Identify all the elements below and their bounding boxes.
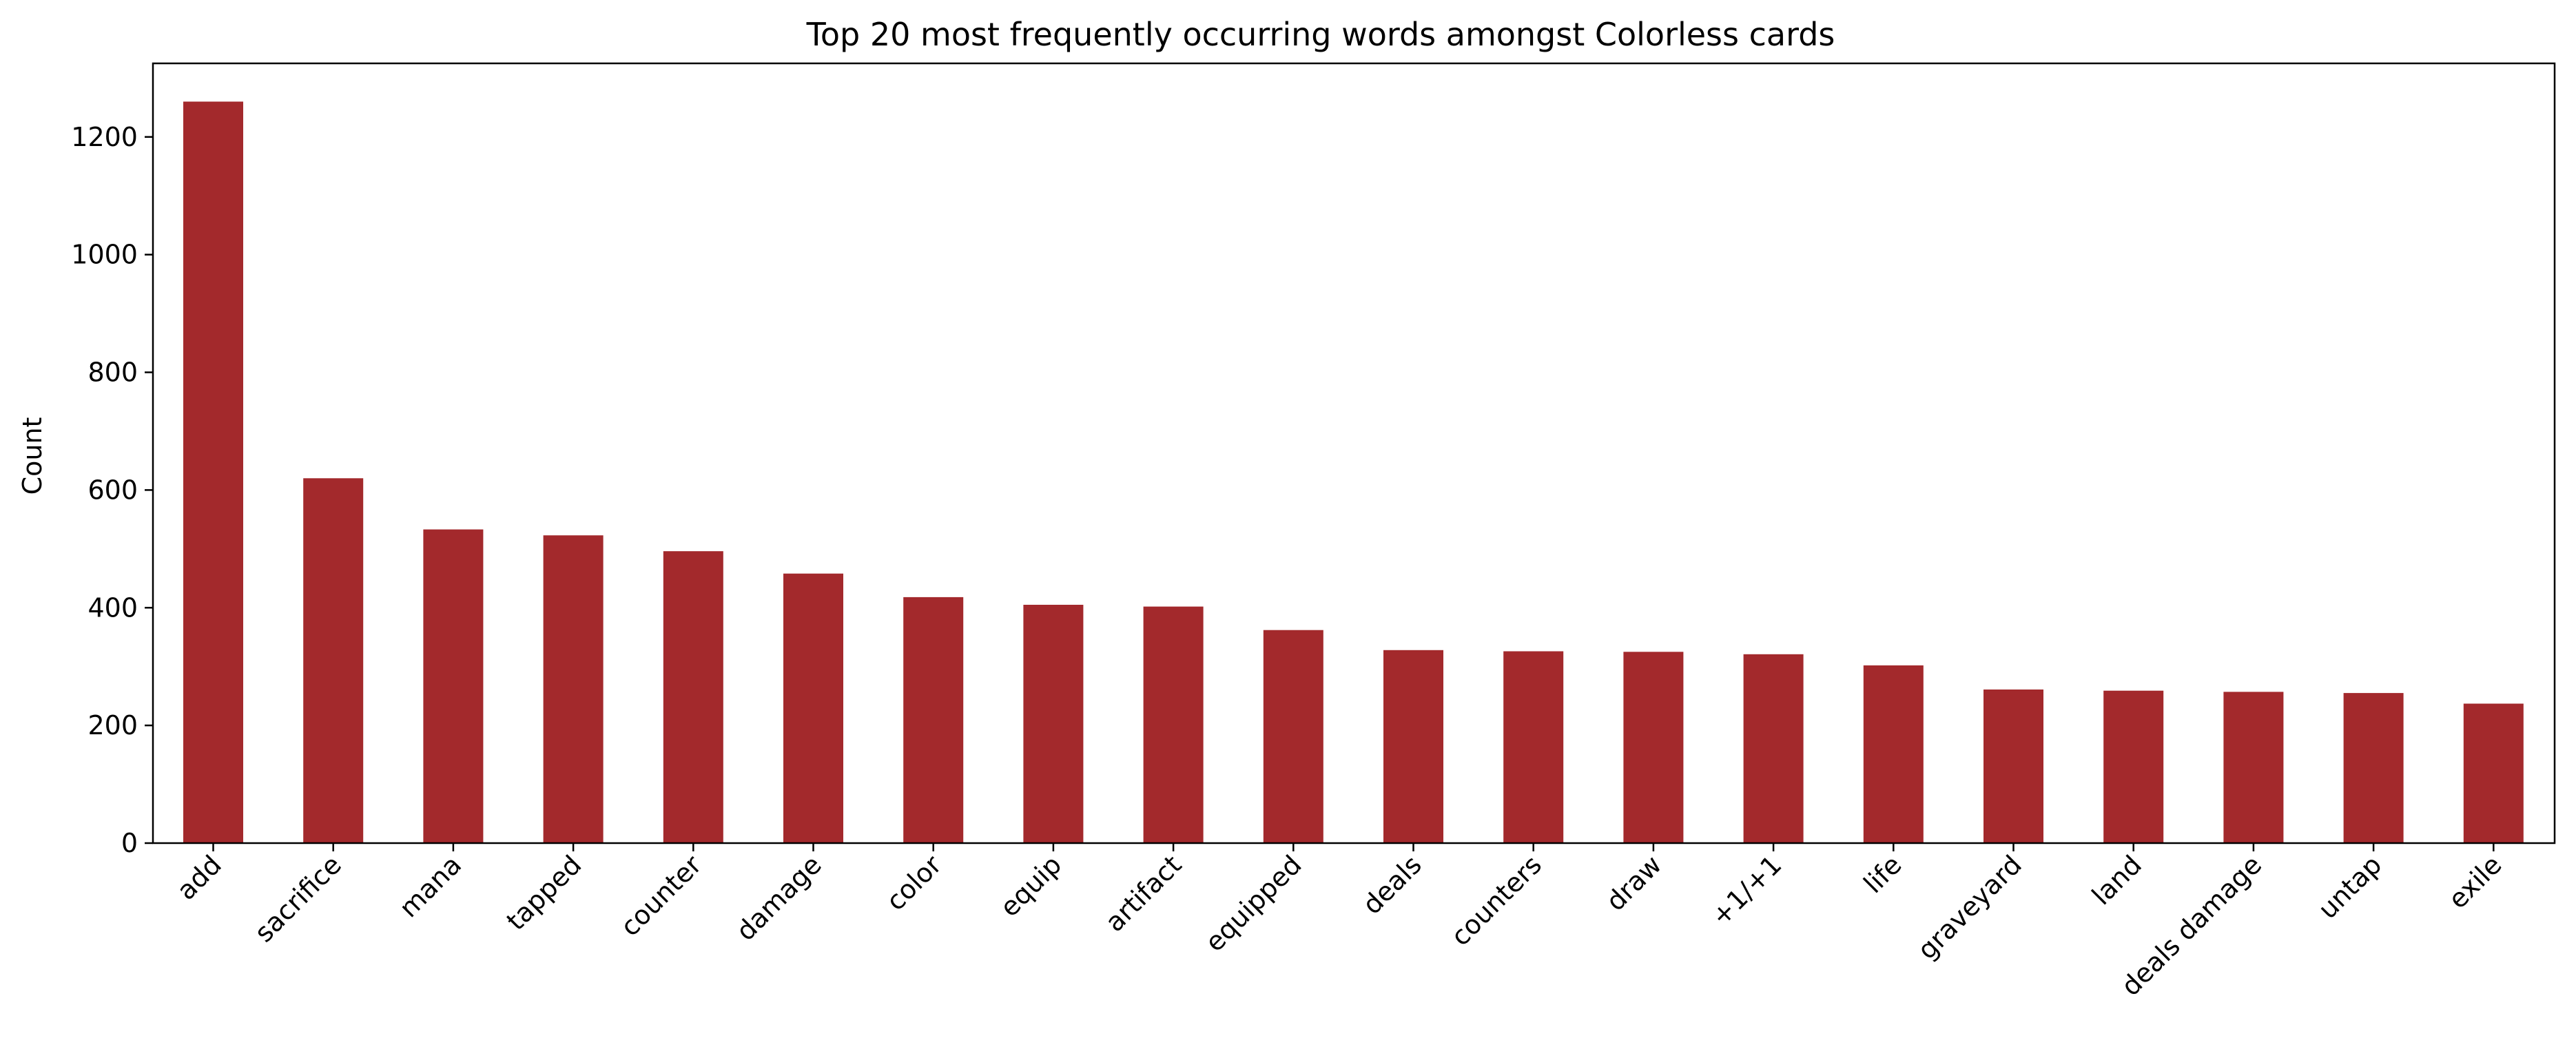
x-tick-label-7: equip: [994, 849, 1067, 922]
bar-11: [1503, 651, 1564, 843]
y-tick-label-5: 1000: [71, 240, 138, 270]
x-tick-label-6: color: [880, 849, 948, 917]
bar-0: [183, 101, 243, 843]
bar-4: [663, 551, 723, 843]
y-tick-label-3: 600: [87, 475, 138, 505]
x-tick-label-11: counters: [1445, 849, 1548, 952]
y-tick-label-1: 200: [87, 710, 138, 740]
x-tick-label-8: artifact: [1100, 849, 1188, 937]
bar-1: [303, 478, 364, 843]
x-tick-label-18: untap: [2312, 849, 2387, 924]
bar-17: [2223, 692, 2284, 843]
bar-19: [2463, 703, 2524, 843]
x-tick-label-16: land: [2086, 849, 2147, 911]
bar-18: [2343, 693, 2404, 843]
x-tick-label-9: equipped: [1199, 849, 1308, 957]
x-tick-label-12: draw: [1600, 849, 1668, 917]
x-tick-label-1: sacrifice: [249, 849, 347, 948]
bar-14: [1863, 665, 1924, 843]
bar-12: [1623, 652, 1684, 843]
bar-10: [1383, 650, 1443, 843]
x-tick-label-10: deals: [1357, 849, 1428, 920]
bar-9: [1263, 630, 1323, 843]
bar-8: [1143, 606, 1204, 843]
y-tick-label-4: 800: [87, 357, 138, 388]
bar-16: [2103, 690, 2164, 843]
x-tick-label-5: damage: [730, 849, 827, 946]
x-axis-ticks: add sacrifice mana tapped counter damage color…: [171, 843, 2508, 1002]
x-tick-label-4: counter: [615, 849, 708, 942]
x-tick-label-0: add: [171, 849, 227, 906]
bar-3: [543, 535, 604, 843]
y-axis-label: Count: [17, 417, 48, 495]
x-tick-label-2: mana: [393, 849, 467, 923]
bar-15: [1983, 690, 2043, 843]
y-tick-label-6: 1200: [71, 122, 138, 152]
bars-group: [183, 101, 2524, 843]
plot-frame: [152, 62, 2556, 844]
x-tick-label-19: exile: [2442, 849, 2508, 915]
y-axis-ticks: 0 200 400 600 800 1000 1200: [71, 122, 153, 858]
bar-2: [423, 529, 484, 843]
y-tick-label-2: 400: [87, 592, 138, 623]
bar-5: [783, 573, 843, 843]
chart-title: Top 20 most frequently occurring words a…: [806, 16, 1835, 53]
bar-6: [903, 597, 964, 843]
x-tick-label-14: life: [1858, 849, 1908, 899]
x-tick-label-15: graveyard: [1912, 849, 2028, 965]
y-tick-label-0: 0: [121, 828, 138, 858]
bar-13: [1743, 654, 1804, 843]
x-tick-label-13: +1/+1: [1705, 849, 1787, 931]
x-tick-label-3: tapped: [501, 849, 588, 936]
bar-7: [1023, 605, 1084, 843]
